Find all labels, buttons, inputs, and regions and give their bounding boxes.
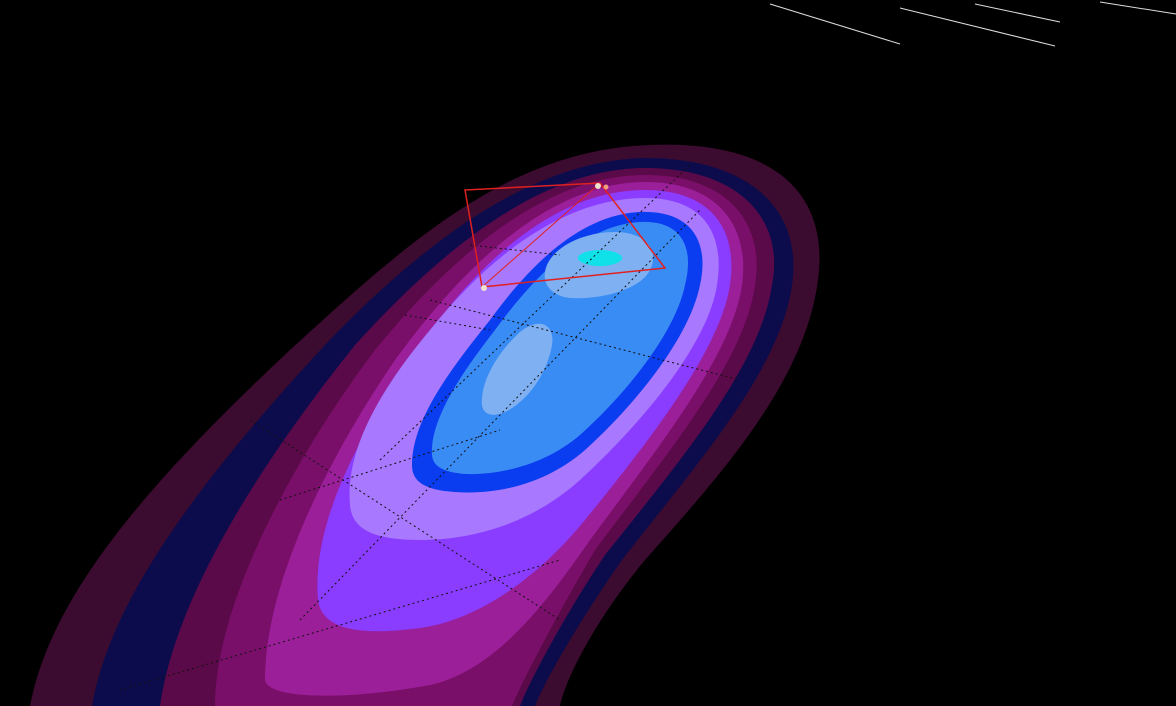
distant-lines [769,1,1176,47]
selection-frame [464,182,667,288]
guide-line [299,209,701,621]
marker [603,184,609,190]
wireframe-lines [119,164,741,691]
highlight-lower [481,323,553,415]
peak-cyan [578,250,622,266]
distant-line [974,3,1061,23]
distant-line [899,7,1056,47]
guide-line [469,244,561,256]
guide-line [249,419,561,621]
marker [481,285,487,291]
selection-diagonal [481,182,601,288]
marker [595,183,601,189]
distant-line [1099,1,1176,15]
distant-line [769,3,901,45]
guide-line [279,429,501,501]
guide-line [404,314,491,331]
guide-line [119,559,561,691]
guide-line [379,164,691,461]
guide-line [429,299,741,381]
contour-layers [30,144,820,706]
